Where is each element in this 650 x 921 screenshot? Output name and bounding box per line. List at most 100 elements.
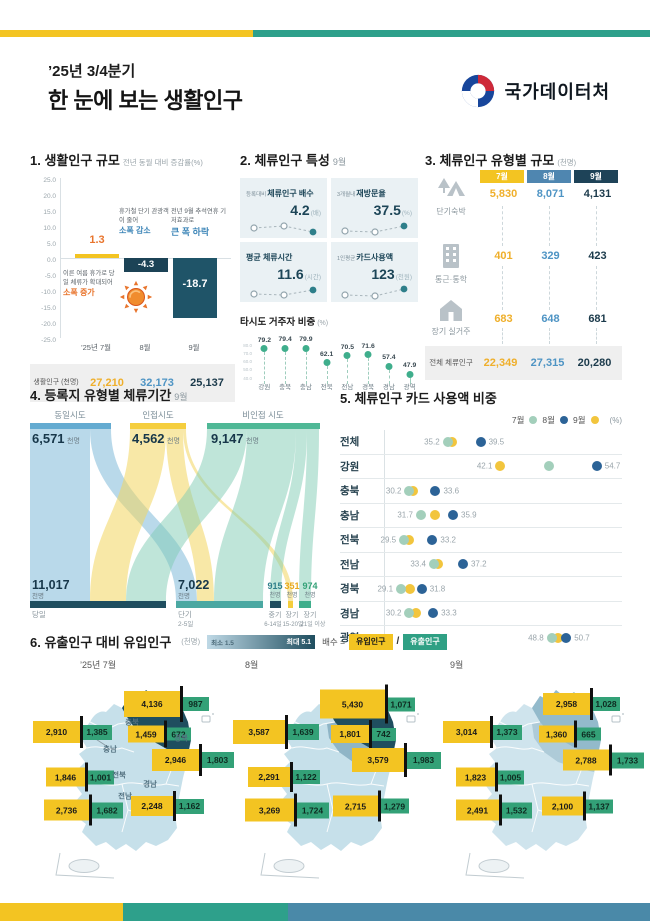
max-value-label: 33.3 (441, 608, 457, 618)
region-flow-label: 2,946 1,803 (152, 744, 234, 776)
total-july: 22,349 (483, 357, 518, 369)
population-table: 생활인구 (천명) 27,210 32,173 25,137 (30, 364, 235, 402)
row-label: 장기 실거주 (431, 327, 471, 336)
kpi-unit: (배) (310, 210, 321, 217)
sankey-target-value: 11,017 (32, 578, 70, 592)
region-name: 충남 (103, 744, 117, 754)
region-label: 전남 (340, 558, 360, 571)
kpi-unit: (시간) (304, 274, 321, 281)
month-chip-august: 8월 (527, 170, 571, 183)
inflow-value: 3,587 (233, 720, 285, 744)
kpi-prefix: 등록대비 (246, 192, 267, 198)
table-row: 401 329 423 (480, 250, 621, 262)
max-value-label: 33.2 (440, 535, 456, 545)
dot-september (429, 510, 440, 521)
lollipop-chart: 80.0 70.0 60.0 50.0 40.0 79.2 강원 79.4 충북 79.9 충남 6… (240, 334, 420, 392)
section4-period: 9월 (174, 392, 188, 402)
dot-july (442, 436, 453, 447)
dot-july (404, 608, 415, 619)
max-value-label: 31.8 (429, 584, 446, 594)
outflow-value: 1,162 (175, 798, 204, 814)
lollipop-item: 47.9 광역 (399, 334, 420, 392)
inflow-value: 2,910 (33, 721, 80, 743)
header: ’25년 3/4분기 한 눈에 보는 생활인구 (48, 60, 243, 115)
dot-july (415, 510, 426, 521)
outflow-value: 987 (182, 697, 209, 711)
kpi-label: 평균 체류시간 (246, 253, 293, 262)
dot-august (428, 608, 439, 619)
sankey-target-bar (299, 601, 311, 608)
lollipop-value: 79.2 (257, 336, 271, 344)
section-living-population: 1. 생활인구 규모 전년 동월 대비 증감률(%) 25.0 20.0 15.0 10… (30, 150, 235, 402)
section6-title: 6. 유출인구 대비 유입인구 (30, 635, 172, 650)
total-row: 전체 체류인구 22,349 27,315 20,280 (425, 346, 622, 380)
divider-line (385, 684, 388, 724)
region-flow-label: 3,579 1,983 (352, 743, 441, 777)
lollipop-item: 79.2 강원 (254, 334, 275, 392)
dot-august (457, 559, 468, 570)
month-chip-july: 7월 (480, 170, 524, 183)
lollipop-stem (409, 377, 411, 384)
section3-unit: (천명) (557, 158, 577, 167)
outflow-value: 1,983 (406, 751, 441, 769)
dot-august (427, 534, 438, 545)
multiple-formula: 배수 = 유입인구 / 유출인구 (322, 633, 447, 650)
dot-september (410, 608, 421, 619)
lollipop-category: 강원 (258, 384, 271, 391)
region-label: 강원 (340, 460, 360, 473)
min-value-label: 30.2 (385, 486, 402, 496)
kpi-prefix: 1인평균 (337, 256, 356, 262)
unit-label: (%) (609, 415, 622, 425)
kpi-cards: 등록대비체류인구 배수 4.2(배) 3개월내재방문율 37.5(%) 평균 체… (240, 178, 420, 302)
inflow-value: 1,459 (128, 725, 164, 743)
sankey-target-value: 7,022 (178, 578, 209, 592)
legend-september: 9월 (572, 415, 586, 425)
dashed-stem (549, 266, 550, 310)
inflow-value: 2,788 (563, 749, 609, 771)
y-axis-tick: -15.0 (41, 305, 56, 312)
y-axis-tick: -5.0 (44, 273, 56, 280)
inflow-value: 2,736 (44, 799, 89, 821)
card-usage-row: 전체 35.2 39.5 (340, 430, 622, 455)
lollipop-value: 71.6 (361, 342, 375, 350)
month-chip-september: 9월 (574, 170, 618, 183)
lollipop-value: 47.9 (403, 362, 417, 370)
dot-july (396, 583, 407, 594)
kpi-prefix: 3개월내 (337, 192, 356, 198)
value-september: 681 (588, 313, 607, 325)
dot-plot: 30.2 33.6 (384, 479, 622, 503)
y-axis-tick: 0.0 (46, 257, 56, 264)
month-header: 7월 8월 9월 (480, 170, 618, 183)
dot-july (428, 559, 439, 570)
region-label: 충남 (340, 509, 360, 522)
max-value-label: 35.9 (461, 510, 477, 520)
section2-period: 9월 (332, 157, 347, 167)
max-value-label: 33.6 (443, 486, 460, 496)
dot-july (544, 461, 555, 472)
kpi-label: 재방문율 (356, 189, 386, 198)
section5-title: 5. 체류인구 카드 사용액 비중 (340, 391, 497, 406)
lollipop-dot (323, 359, 331, 367)
total-label: 전체 체류인구 (429, 358, 473, 368)
outflow-value: 1,639 (287, 724, 319, 740)
section1-title: 1. 생활인구 규모 (30, 153, 120, 168)
min-value-label: 29.5 (380, 535, 397, 545)
lollipop-value: 79.4 (278, 336, 292, 344)
lollipop-category: 광역 (403, 384, 416, 391)
lollipop-stem (305, 351, 307, 384)
annotation-september: 전년 9월 추석연휴 기저효과로 큰 폭 하락 (171, 208, 227, 237)
sankey-source-bar (30, 423, 111, 429)
sankey-target-label: 당일 (32, 609, 46, 619)
stripe-teal (253, 30, 650, 37)
dot-july (399, 534, 410, 545)
lollipop-category: 충남 (299, 384, 312, 391)
kpi-value: 123 (371, 266, 395, 282)
scale-min-label: 최소 1.5 (211, 639, 234, 647)
dot-range-chart: 전체 35.2 39.5 강원 42.1 54.7 충북 30.2 33.6 충남 31.7 35.9… (340, 430, 622, 650)
lollipop-value: 57.4 (382, 354, 396, 362)
sparkline (341, 222, 408, 236)
region-name: 충북 (125, 717, 139, 727)
divider-line (583, 791, 586, 821)
min-value-label: 48.8 (528, 633, 544, 643)
kpi-label: 체류인구 배수 (267, 189, 314, 198)
